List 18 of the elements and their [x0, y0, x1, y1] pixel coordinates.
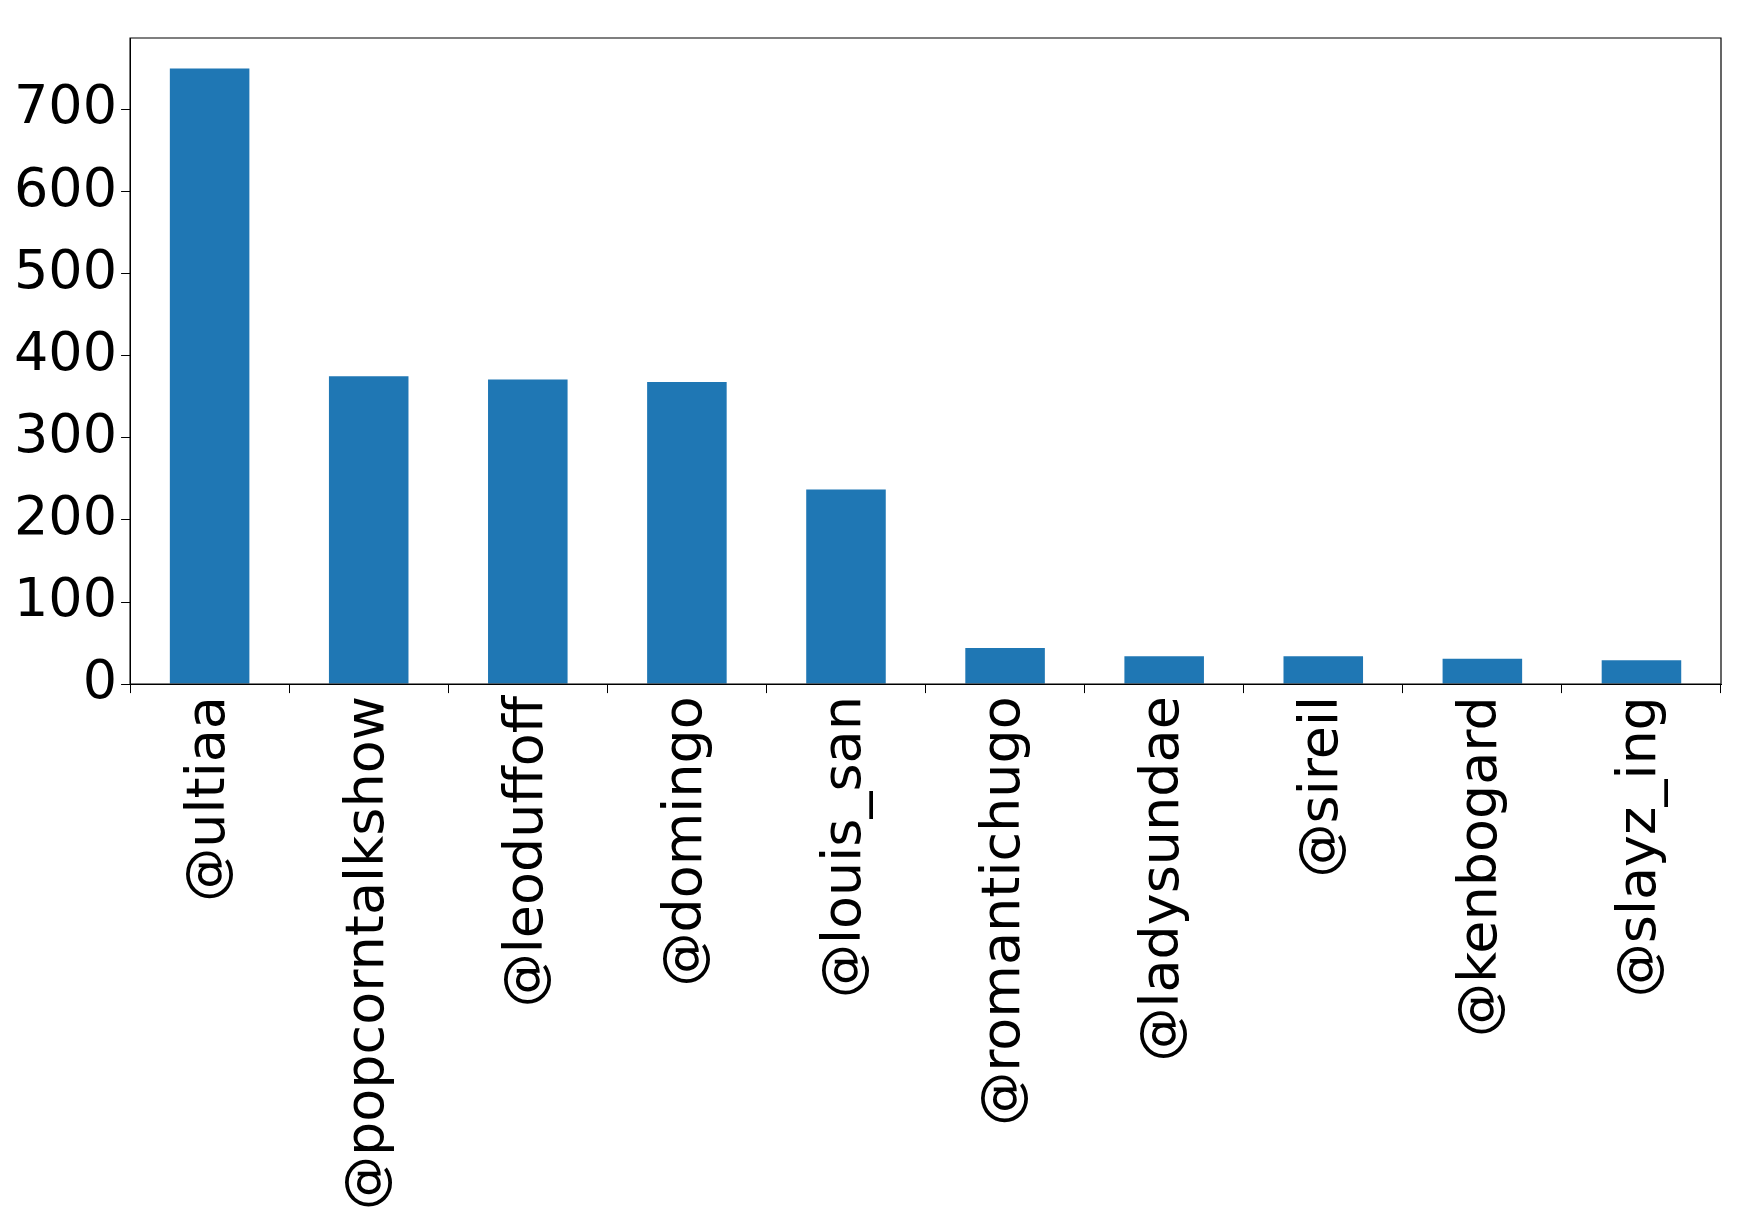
y-tick-label: 400 — [13, 319, 118, 383]
y-tick-label: 0 — [82, 648, 118, 712]
y-tick-label: 100 — [13, 566, 118, 630]
y-tick-label: 700 — [13, 73, 118, 137]
x-tick-label: @romantichugo — [969, 696, 1033, 1126]
x-tick-label: @louis_san — [810, 696, 874, 998]
y-tick-label: 200 — [13, 483, 118, 547]
x-tick-label: @domingo — [650, 696, 714, 987]
x-tick-label: @leoduffoff — [491, 694, 555, 1008]
y-tick-label: 300 — [13, 401, 118, 465]
y-tick-label: 500 — [13, 237, 118, 301]
x-tick-label: @ultiaa — [173, 696, 237, 902]
x-tick-label: @popcorntalkshow — [332, 696, 396, 1211]
x-tick-label: @ladysundae — [1128, 696, 1192, 1062]
x-tick-label: @slayz_ing — [1605, 696, 1669, 998]
x-tick-label: @kenbogard — [1446, 696, 1510, 1038]
x-tick-label: @sireil — [1287, 696, 1351, 878]
y-tick-label: 600 — [13, 155, 118, 219]
